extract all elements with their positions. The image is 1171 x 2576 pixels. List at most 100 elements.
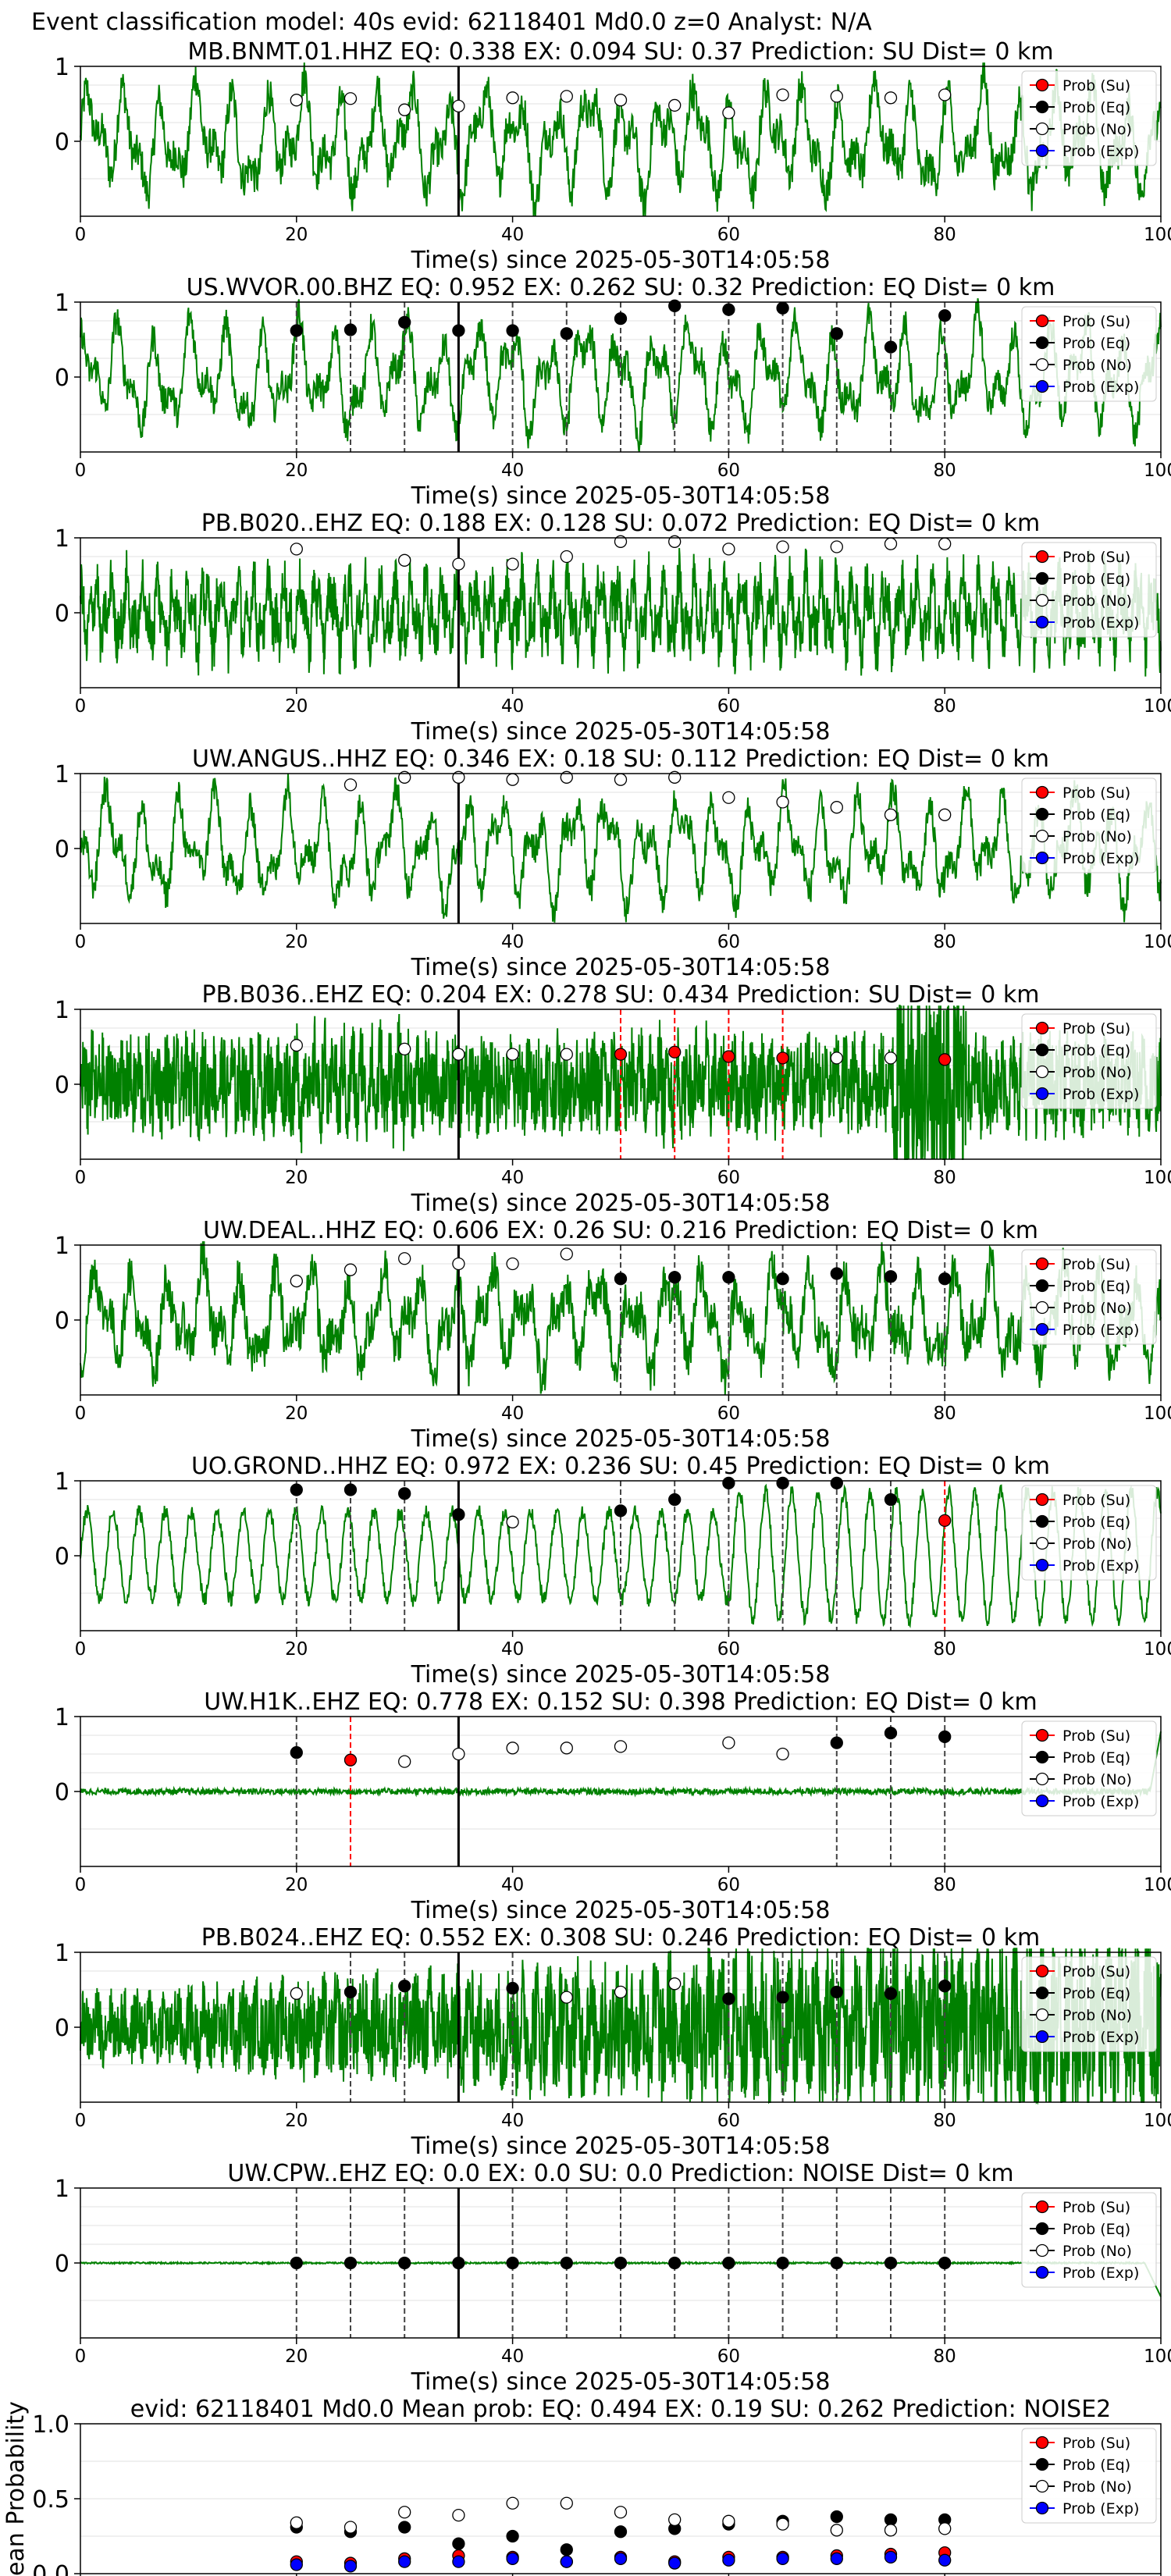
prob-point-eq [884,1493,898,1507]
x-tick-label: 40 [501,1639,524,1660]
legend: Prob (Su) Prob (Eq) Prob (No) Prob (Exp) [1021,70,1157,166]
x-axis-label: Time(s) since 2025-05-30T14:05:58 [411,1661,831,1688]
prob-point-no [343,778,358,792]
mean-prob-point-eq [560,2543,573,2556]
mean-prob-point-exp [398,2555,411,2568]
prob-point-no [560,90,573,103]
legend-marker-su [1035,1493,1049,1507]
panel-7: UW.H1K..EHZ EQ: 0.778 EX: 0.152 SU: 0.39… [55,1688,1171,1924]
prob-point-no [506,1515,519,1528]
mean-prob-point-no [614,2506,628,2519]
y-tick-label: 1 [55,54,69,81]
legend-marker-eq [1035,807,1049,821]
waveform-trace [80,773,1162,923]
mean-prob-point-eq [884,2513,898,2527]
legend-marker-eq [1035,1514,1049,1528]
prob-point-no [560,1991,573,2004]
panel-title: PB.B024..EHZ EQ: 0.552 EX: 0.308 SU: 0.2… [201,1924,1041,1952]
x-axis-label: Time(s) since 2025-05-30T14:05:58 [411,1425,831,1453]
prob-point-no [938,88,952,101]
legend-label-su: Prob (Su) [1062,2435,1130,2452]
legend-marker-no [1035,1300,1049,1315]
legend-box [1021,2428,1157,2524]
prob-point-eq [776,1991,789,2004]
legend-marker-no [1035,1772,1049,1786]
prob-point-no [452,1048,465,1061]
legend-marker-su [1035,1728,1049,1742]
x-tick-label: 100 [1144,2347,1171,2367]
mean-prob-point-exp [343,2560,358,2573]
prob-point-eq [398,2256,411,2270]
x-tick-label: 60 [717,461,740,481]
waveform-trace [80,1731,1162,1798]
legend-label-no: Prob (No) [1062,592,1132,610]
mean-prob-point-exp [506,2552,519,2565]
x-tick-label: 0 [75,696,87,717]
legend-label-no: Prob (No) [1062,2478,1132,2496]
x-tick-label: 60 [717,696,740,717]
legend-marker-eq [1035,336,1049,350]
legend-marker-no [1035,122,1049,136]
waveform-trace [80,1948,1162,2105]
prob-point-eq [884,1726,898,1740]
prob-point-eq [506,1981,519,1995]
x-axis-label: Time(s) since 2025-05-30T14:05:58 [411,2133,831,2160]
y-tick-label: 0 [55,2250,69,2278]
prob-point-su [938,1053,952,1066]
legend-label-exp: Prob (Exp) [1062,2029,1139,2046]
prob-point-eq [884,1987,898,2000]
prob-point-no [560,1247,573,1261]
prob-point-eq [668,1271,682,1284]
x-tick-label: 0 [75,1639,87,1660]
legend-marker-eq [1035,2457,1049,2471]
x-axis-label: Time(s) since 2025-05-30T14:05:58 [411,1190,831,1217]
legend: Prob (Su) Prob (Eq) Prob (No) Prob (Exp) [1021,1956,1157,2052]
legend: Prob (Su) Prob (Eq) Prob (No) Prob (Exp) [1021,306,1157,402]
prob-point-eq [452,1508,465,1521]
prob-point-eq [884,340,898,354]
mean-prob-point-eq [398,2521,411,2534]
legend-marker-no [1035,2479,1049,2493]
y-tick-label: 0.0 [32,2561,69,2576]
mean-prob-point-no [560,2496,573,2510]
legend-marker-no [1035,1536,1049,1550]
prob-point-no [614,1985,628,1999]
prob-point-no [452,1747,465,1761]
legend-marker-exp [1035,1322,1049,1336]
y-tick-label: 1 [55,2176,69,2203]
legend-marker-no [1035,1065,1049,1079]
prob-point-eq [830,1267,843,1280]
legend-box [1021,70,1157,166]
prob-point-no [290,543,303,556]
prob-point-no [830,801,843,814]
legend-box [1021,1485,1157,1581]
prob-point-eq [776,1272,789,1286]
prob-point-eq [290,324,303,337]
y-tick-label: 1 [55,761,69,788]
mean-prob-point-exp [560,2555,573,2568]
prob-point-no [776,795,789,809]
x-tick-label: 20 [285,1404,308,1424]
legend-marker-exp [1035,1558,1049,1572]
prob-point-no [830,540,843,553]
legend-label-exp: Prob (Exp) [1062,1557,1139,1574]
y-tick-label: 0.5 [32,2486,69,2514]
legend-box [1021,777,1157,873]
prob-point-eq [668,2256,682,2270]
panel-title: UW.CPW..EHZ EQ: 0.0 EX: 0.0 SU: 0.0 Pred… [227,2160,1013,2187]
prob-point-no [506,1742,519,1755]
prob-point-no [506,91,519,105]
prob-point-no [398,1755,411,1768]
x-tick-label: 20 [285,1168,308,1188]
legend-marker-su [1035,314,1049,328]
mean-prob-point-no [290,2516,303,2529]
legend: Prob (Su) Prob (Eq) Prob (No) Prob (Exp) [1021,1249,1157,1345]
panel-5: UW.DEAL..HHZ EQ: 0.606 EX: 0.26 SU: 0.21… [55,1217,1171,1453]
panel-title: PB.B020..EHZ EQ: 0.188 EX: 0.128 SU: 0.0… [201,510,1041,537]
legend: Prob (Su) Prob (Eq) Prob (No) Prob (Exp) [1021,542,1157,638]
prob-point-eq [343,1483,358,1496]
prob-point-eq [776,2256,789,2270]
prob-point-eq [668,1493,682,1507]
legend-marker-su [1035,2435,1049,2450]
